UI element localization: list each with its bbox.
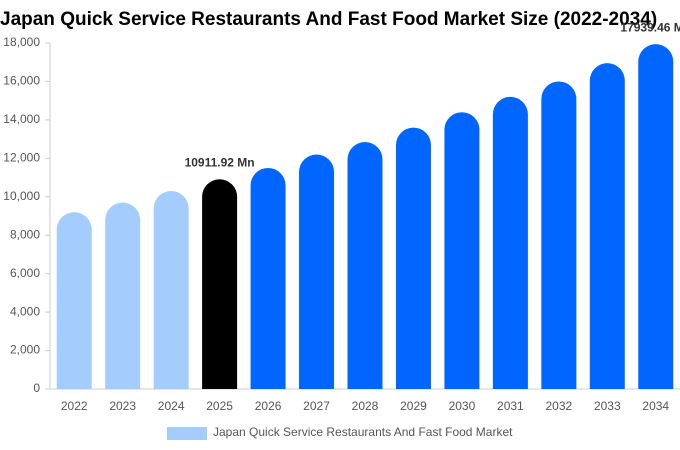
x-tick-label: 2028 (352, 399, 379, 413)
x-tick-label: 2030 (449, 399, 476, 413)
bar (299, 154, 335, 389)
y-tick-label: 8,000 (10, 227, 40, 241)
bar (153, 191, 189, 389)
x-tick-label: 2029 (400, 399, 427, 413)
bar (638, 44, 674, 390)
x-tick-label: 2027 (303, 399, 330, 413)
bar (202, 179, 238, 389)
bar (589, 63, 625, 389)
bar (444, 112, 480, 389)
bar (395, 127, 431, 390)
x-tick-label: 2025 (206, 399, 233, 413)
y-tick-label: 16,000 (3, 74, 40, 88)
x-tick-label: 2022 (61, 399, 88, 413)
y-tick-label: 4,000 (10, 304, 40, 318)
data-label: 10911.92 Mn (185, 155, 255, 169)
chart-title: Japan Quick Service Restaurants And Fast… (0, 9, 657, 30)
bar (105, 202, 141, 389)
x-tick-label: 2032 (545, 399, 572, 413)
x-tick-label: 2031 (497, 399, 524, 413)
bar (492, 96, 528, 390)
y-tick-label: 2,000 (10, 343, 40, 357)
legend-label: Japan Quick Service Restaurants And Fast… (213, 425, 513, 439)
x-tick-label: 2034 (642, 399, 669, 413)
y-tick-label: 12,000 (3, 151, 40, 165)
legend-swatch (167, 427, 207, 440)
bar (347, 141, 383, 389)
data-label: 17939.46 Mn (620, 20, 680, 34)
x-tick-label: 2024 (158, 399, 185, 413)
y-tick-label: 10,000 (3, 189, 40, 203)
y-tick-label: 0 (33, 381, 40, 395)
x-tick-label: 2033 (594, 399, 621, 413)
x-tick-label: 2023 (109, 399, 136, 413)
y-tick-label: 6,000 (10, 266, 40, 280)
y-tick-label: 14,000 (3, 112, 40, 126)
x-tick-label: 2026 (255, 399, 282, 413)
bar (56, 212, 92, 389)
y-tick-label: 18,000 (3, 35, 40, 49)
bar (250, 167, 286, 389)
bar (541, 81, 577, 389)
